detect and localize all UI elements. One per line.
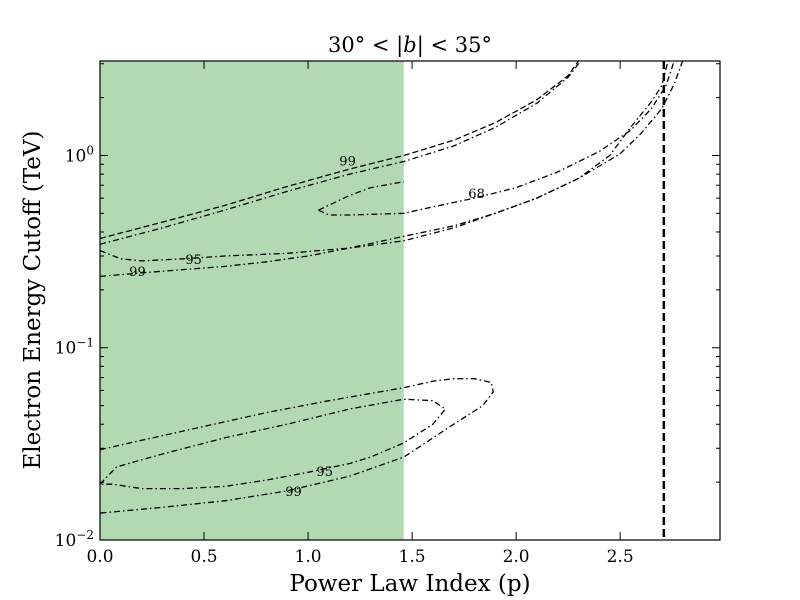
contour-label-layer: 99 68 95 99 95 99 (129, 155, 485, 500)
y-tick-label-exponent: 0 (86, 143, 94, 157)
x-tick-label-1: 0.5 (191, 547, 218, 567)
x-tick-label-3: 1.5 (399, 547, 426, 567)
y-tick-label-1: 10−1 (55, 336, 94, 359)
contour-label-0: 99 (339, 155, 356, 170)
x-tick-label-5: 2.5 (607, 547, 634, 567)
y-tick-label-0: 10−2 (55, 528, 94, 551)
contour-label-5: 99 (285, 485, 302, 500)
title-right-angle: 35° (455, 33, 492, 57)
title-right-operator: | < (417, 33, 455, 58)
contour-label-3: 99 (129, 265, 146, 280)
contour-99-line-5 (100, 61, 684, 278)
x-axis-label: Power Law Index (p) (289, 571, 530, 597)
y-tick-label-base: 10 (65, 146, 87, 166)
contour-layer (100, 61, 684, 514)
y-tick-label-exponent: −1 (76, 336, 94, 350)
y-tick-label-base: 10 (55, 531, 77, 551)
contour-99-line-2 (100, 61, 580, 240)
contour-label-2: 95 (185, 253, 202, 268)
contour-label-4: 95 (316, 465, 333, 480)
contour-68-line-0 (318, 61, 675, 216)
x-tick-label-0: 0.0 (86, 547, 113, 567)
x-tick-label-2: 1.0 (295, 547, 322, 567)
contour-95-line-3 (100, 61, 582, 245)
title-left-operator: < | (365, 33, 403, 58)
contour-95-line-4 (100, 61, 669, 262)
chart-title: 30° < |b| < 35° (328, 33, 492, 58)
plot-frame (99, 60, 721, 541)
title-variable: b (403, 33, 416, 57)
y-tick-label-2: 100 (65, 143, 94, 166)
shaded-region (100, 61, 404, 540)
y-axis-label: Electron Energy Cutoff (TeV) (20, 131, 46, 470)
title-left-angle: 30° (328, 33, 365, 57)
contour-95-line-6 (100, 398, 447, 490)
y-tick-label-exponent: −2 (76, 528, 94, 542)
contour-label-1: 68 (468, 187, 485, 202)
contour-99-line-1 (318, 181, 404, 211)
x-tick-label-4: 2.0 (503, 547, 530, 567)
y-tick-label-base: 10 (55, 339, 77, 359)
